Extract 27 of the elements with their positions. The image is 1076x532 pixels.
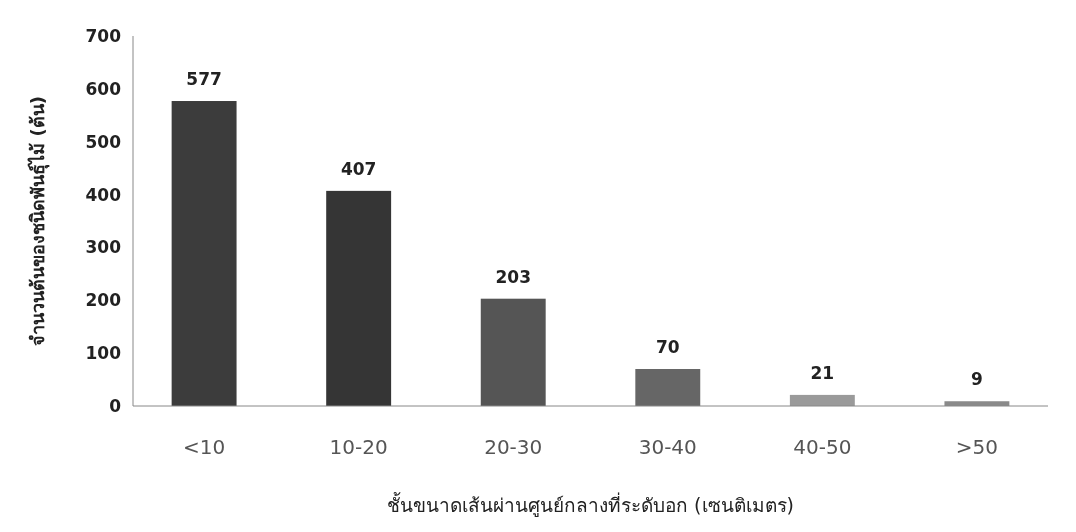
y-tick-label: 100 — [85, 343, 122, 364]
x-tick-label: 30-40 — [638, 435, 697, 459]
data-label: 203 — [495, 266, 531, 287]
data-label: 577 — [186, 69, 222, 90]
y-tick-label: 200 — [85, 290, 122, 311]
bar — [171, 101, 237, 406]
y-tick-label: 0 — [109, 395, 122, 416]
x-axis-title: ชั้นขนาดเส้นผ่านศูนย์กลางที่ระดับอก (เซนติเมตร) — [387, 492, 794, 517]
y-tick-label: 400 — [85, 184, 122, 205]
y-tick-label: 300 — [85, 237, 122, 258]
data-label: 407 — [340, 158, 377, 179]
y-tick-label: 600 — [85, 78, 122, 99]
bar — [480, 298, 546, 406]
x-tick-label: >50 — [955, 435, 999, 459]
x-tick-label: 40-50 — [793, 435, 852, 459]
data-label: 21 — [810, 362, 835, 383]
bar — [789, 394, 855, 406]
data-label: 70 — [655, 337, 680, 357]
y-tick-label: 500 — [85, 131, 122, 152]
bar — [635, 369, 701, 406]
x-tick-label: <10 — [182, 435, 226, 459]
y-tick-label: 700 — [85, 25, 122, 46]
data-label: 9 — [970, 369, 983, 390]
x-tick-label: 10-20 — [329, 435, 388, 459]
bar — [326, 190, 392, 406]
x-tick-label: 20-30 — [484, 435, 543, 459]
y-axis-title: จำนวนต้นของชนิดพันธุ์ไม้ (ต้น) — [27, 96, 51, 346]
